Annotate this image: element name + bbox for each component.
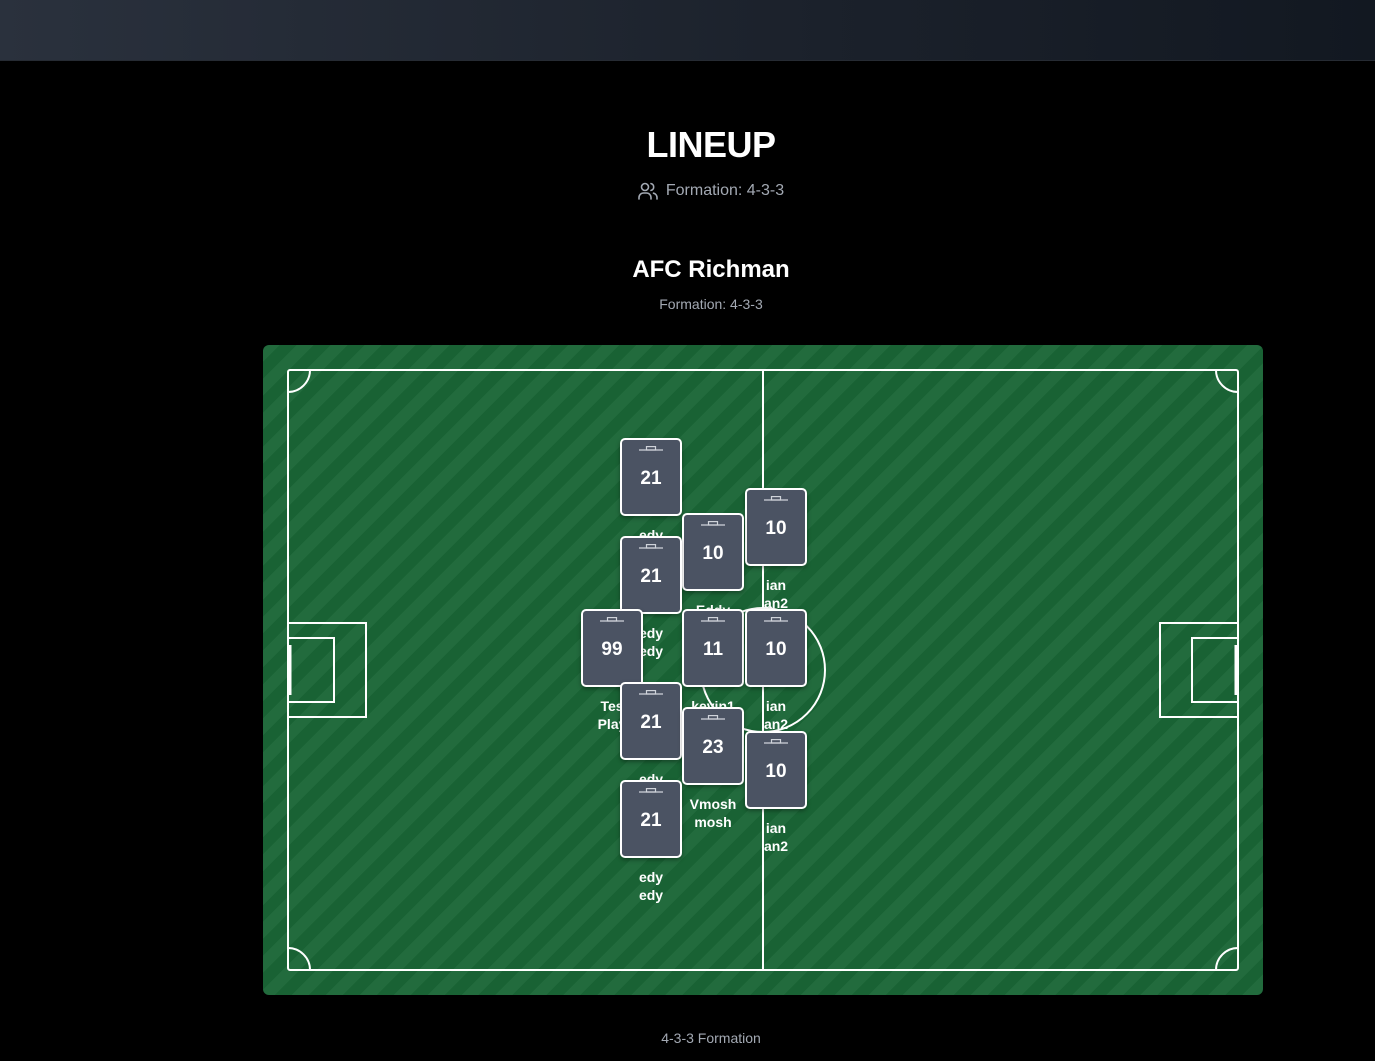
player-name: ian an2	[745, 697, 807, 733]
player-number: 11	[702, 639, 724, 660]
player-number: 10	[765, 761, 787, 782]
player-last-name: an2	[763, 838, 789, 854]
player-first-name: ian	[765, 820, 787, 836]
football-pitch: edyedy21ianan210Eddy10edyedy21TesPlay99k…	[263, 345, 1263, 995]
player-shirt-card[interactable]: 21	[620, 536, 682, 614]
player-name: Vmosh mosh	[682, 795, 744, 831]
player-shirt-card[interactable]: 10	[682, 513, 744, 591]
shirt-hanger-icon	[701, 521, 725, 526]
player-name: ian an2	[745, 819, 807, 855]
player-first-name: edy	[638, 625, 664, 641]
formation-text: Formation: 4-3-3	[665, 182, 785, 199]
player-number: 23	[702, 737, 724, 758]
users-icon	[638, 182, 658, 200]
player-shirt-card[interactable]: 21	[620, 682, 682, 760]
top-nav-bar	[0, 0, 1375, 61]
player-first-name: ian	[765, 577, 787, 593]
player-last-name: edy	[638, 643, 664, 659]
player-name: Tes Play	[581, 697, 643, 733]
team-formation: Formation: 4-3-3	[659, 296, 763, 312]
player-shirt-card[interactable]: 23	[682, 707, 744, 785]
player-number: 10	[702, 543, 724, 564]
player-name: edy edy	[620, 624, 682, 660]
shirt-hanger-icon	[701, 715, 725, 720]
player-first-name: ian	[765, 698, 787, 714]
player-last-name: edy	[638, 887, 664, 903]
player-number: 10	[765, 639, 787, 660]
page-title: LINEUP	[646, 124, 776, 165]
shirt-hanger-icon	[764, 617, 788, 622]
player-shirt-card[interactable]: 99	[581, 609, 643, 687]
pitch-markings	[287, 369, 1239, 971]
shirt-hanger-icon	[764, 496, 788, 501]
player-name: edy edy	[620, 868, 682, 904]
formation-summary: Formation: 4-3-3	[0, 182, 1375, 200]
player-first-name: edy	[638, 869, 664, 885]
player-shirt-card[interactable]: 10	[745, 731, 807, 809]
player-name: ian an2	[745, 576, 807, 612]
formation-footer-label: 4-3-3 Formation	[661, 1030, 761, 1046]
player-number: 99	[601, 639, 623, 660]
player-first-name: Vmosh	[689, 796, 737, 812]
shirt-hanger-icon	[701, 617, 725, 622]
player-shirt-card[interactable]: 10	[745, 488, 807, 566]
player-last-name: an2	[763, 595, 789, 611]
player-number: 21	[640, 566, 662, 587]
player-shirt-card[interactable]: 21	[620, 780, 682, 858]
player-last-name: mosh	[694, 814, 732, 830]
player-last-name: an2	[763, 716, 789, 732]
player-shirt-card[interactable]: 21	[620, 438, 682, 516]
player-number: 10	[765, 518, 787, 539]
player-last-name: Play	[597, 716, 627, 732]
player-number: 21	[640, 468, 662, 489]
player-first-name: Tes	[600, 698, 624, 714]
player-shirt-card[interactable]: 10	[745, 609, 807, 687]
shirt-hanger-icon	[639, 690, 663, 695]
shirt-hanger-icon	[639, 788, 663, 793]
team-name: AFC Richman	[632, 256, 790, 283]
shirt-hanger-icon	[639, 544, 663, 549]
shirt-hanger-icon	[639, 446, 663, 451]
shirt-hanger-icon	[600, 617, 624, 622]
player-number: 21	[640, 810, 662, 831]
player-number: 21	[640, 712, 662, 733]
shirt-hanger-icon	[764, 739, 788, 744]
player-shirt-card[interactable]: 11	[682, 609, 744, 687]
